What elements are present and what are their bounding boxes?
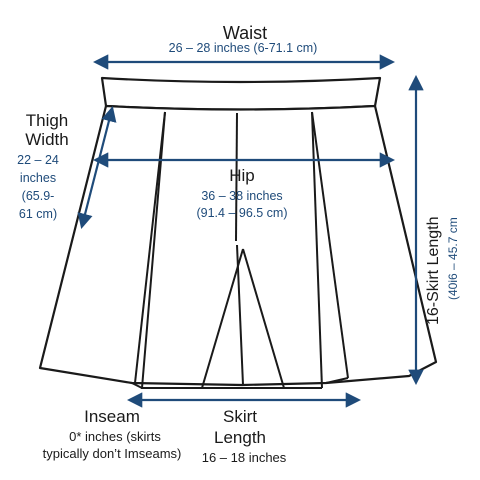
side-length-title: 16-Skirt Length — [425, 216, 442, 325]
inseam-value-line1: 0* inches (skirts — [69, 429, 161, 444]
thigh-value-line2: inches — [19, 171, 57, 185]
waist-value: 26 – 28 inches (6-71.1 cm) — [168, 41, 318, 55]
thigh-title-line1: Thigh — [25, 111, 69, 130]
thigh-title-line2: Width — [25, 130, 69, 149]
skirt-length-value: 16 – 18 inches — [201, 450, 287, 465]
skirt-outline — [38, 76, 438, 387]
inseam-title: Inseam — [84, 407, 140, 426]
thigh-arrow — [77, 106, 117, 229]
hip-title: Hip — [229, 166, 255, 185]
waist-title: Waist — [222, 23, 268, 43]
waistband — [100, 76, 382, 111]
thigh-value-line3: (65.9- — [21, 189, 55, 203]
inseam-value-line2: typically don’t Imseams) — [42, 446, 182, 461]
hip-value-line2: (91.4 – 96.5 cm) — [196, 206, 288, 220]
skirt-length-title-line1: Skirt — [223, 407, 257, 426]
thigh-value-line4: 61 cm) — [18, 207, 58, 221]
side-length-value: (40i6 – 45.7 cm — [446, 217, 460, 300]
hip-value-line1: 36 – 38 inches — [201, 189, 283, 203]
thigh-value-line1: 22 – 24 — [17, 153, 59, 167]
skirt-length-title-line2: Length — [214, 428, 266, 447]
